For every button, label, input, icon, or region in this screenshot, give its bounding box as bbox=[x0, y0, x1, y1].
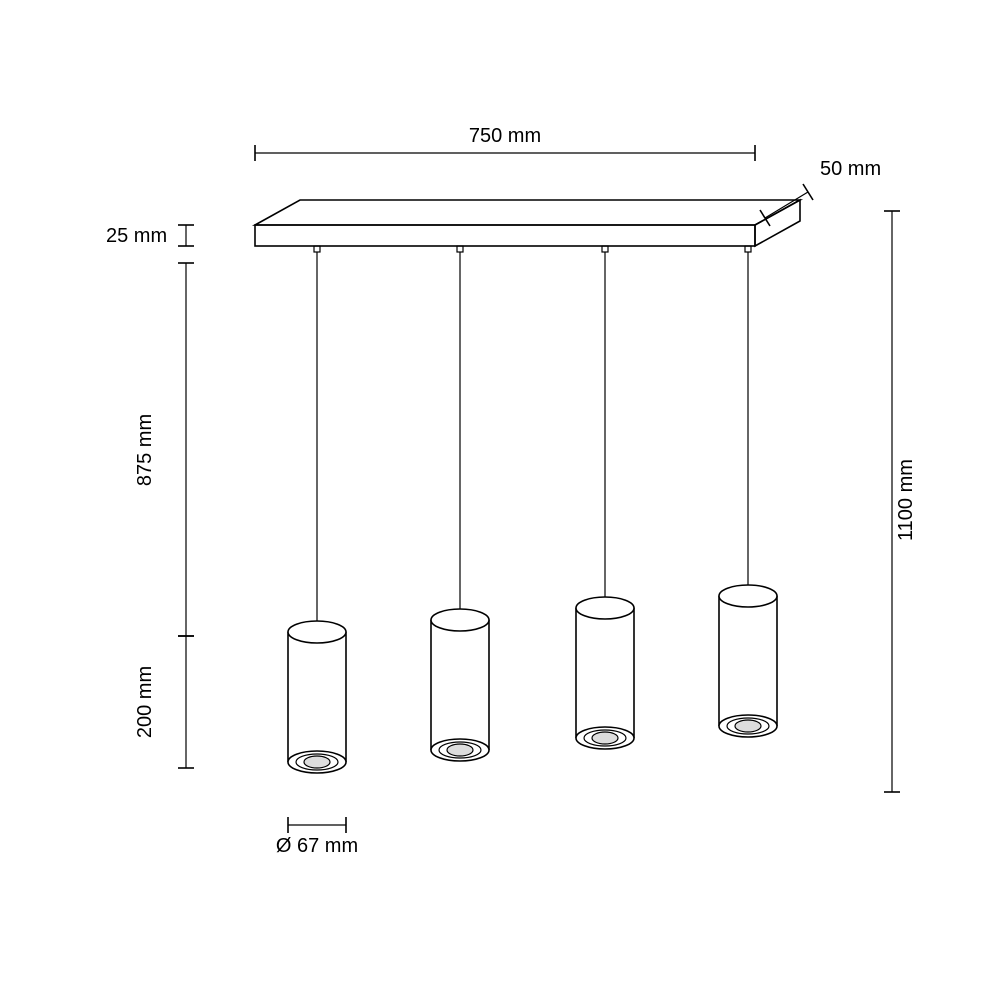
ceiling-rail bbox=[255, 200, 800, 252]
dim-cord-length bbox=[178, 263, 194, 636]
label-rail-depth: 50 mm bbox=[820, 158, 881, 180]
dim-cylinder-height bbox=[178, 636, 194, 768]
pendant bbox=[431, 252, 489, 761]
label-total-height: 1100 mm bbox=[895, 459, 917, 541]
dim-diameter bbox=[288, 817, 346, 833]
label-cord-length: 875 mm bbox=[134, 414, 156, 486]
pendants bbox=[288, 252, 777, 773]
pendant bbox=[576, 252, 634, 749]
dim-rail-length bbox=[255, 145, 755, 161]
pendant bbox=[719, 252, 777, 737]
label-rail-height: 25 mm bbox=[106, 225, 167, 247]
label-rail-length: 750 mm bbox=[469, 125, 541, 147]
dim-rail-depth bbox=[760, 184, 813, 226]
dim-rail-height bbox=[178, 225, 194, 246]
label-diameter: Ø 67 mm bbox=[276, 835, 358, 857]
pendant bbox=[288, 252, 346, 773]
label-cylinder-height: 200 mm bbox=[134, 666, 156, 738]
